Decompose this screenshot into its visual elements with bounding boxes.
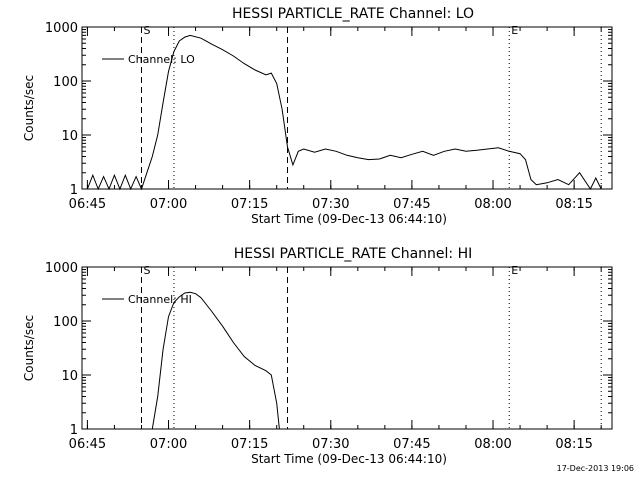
x-tick-label: 08:00 xyxy=(474,197,511,212)
y-tick-label: 1 xyxy=(70,423,78,438)
x-tick-label: 06:45 xyxy=(69,197,106,212)
plot-frame xyxy=(81,266,613,430)
series-line xyxy=(151,291,280,430)
y-axis-label: Counts/sec xyxy=(22,75,36,141)
y-tick-label: 10 xyxy=(61,129,78,144)
x-tick-label: 07:45 xyxy=(393,197,430,212)
chart-panel-2 xyxy=(81,266,613,430)
legend-label: Channel: LO xyxy=(128,53,195,66)
footer-timestamp: 17-Dec-2013 19:06 xyxy=(556,464,634,473)
x-axis-label: Start Time (09-Dec-13 06:44:10) xyxy=(251,452,447,466)
x-tick-label: 07:15 xyxy=(231,197,268,212)
y-tick-label: 10 xyxy=(61,369,78,384)
chart-title: HESSI PARTICLE_RATE Channel: HI xyxy=(234,246,472,262)
x-tick-label: 06:45 xyxy=(69,437,106,452)
chart-panel-1 xyxy=(81,26,613,191)
x-tick-label: 07:00 xyxy=(150,197,187,212)
plot-frame xyxy=(81,26,613,190)
y-tick-label: 100 xyxy=(53,315,78,330)
series-line xyxy=(86,34,602,191)
y-tick-label: 1000 xyxy=(45,21,78,36)
x-tick-label: 08:15 xyxy=(555,197,592,212)
time-marker-label: E xyxy=(511,24,518,37)
legend-label: Channel: HI xyxy=(128,293,192,306)
x-tick-label: 08:00 xyxy=(474,437,511,452)
y-tick-label: 1000 xyxy=(45,261,78,276)
x-tick-label: 07:45 xyxy=(393,437,430,452)
time-marker-label: E xyxy=(511,264,518,277)
time-marker-label: S xyxy=(143,24,150,37)
x-tick-label: 07:15 xyxy=(231,437,268,452)
x-tick-label: 07:30 xyxy=(312,437,349,452)
chart-title: HESSI PARTICLE_RATE Channel: LO xyxy=(232,6,474,22)
y-tick-label: 1 xyxy=(70,183,78,198)
x-tick-label: 08:15 xyxy=(555,437,592,452)
time-marker-label: S xyxy=(143,264,150,277)
y-tick-label: 100 xyxy=(53,75,78,90)
x-axis-label: Start Time (09-Dec-13 06:44:10) xyxy=(251,212,447,226)
y-axis-label: Counts/sec xyxy=(22,315,36,381)
x-tick-label: 07:30 xyxy=(312,197,349,212)
x-tick-label: 07:00 xyxy=(150,437,187,452)
